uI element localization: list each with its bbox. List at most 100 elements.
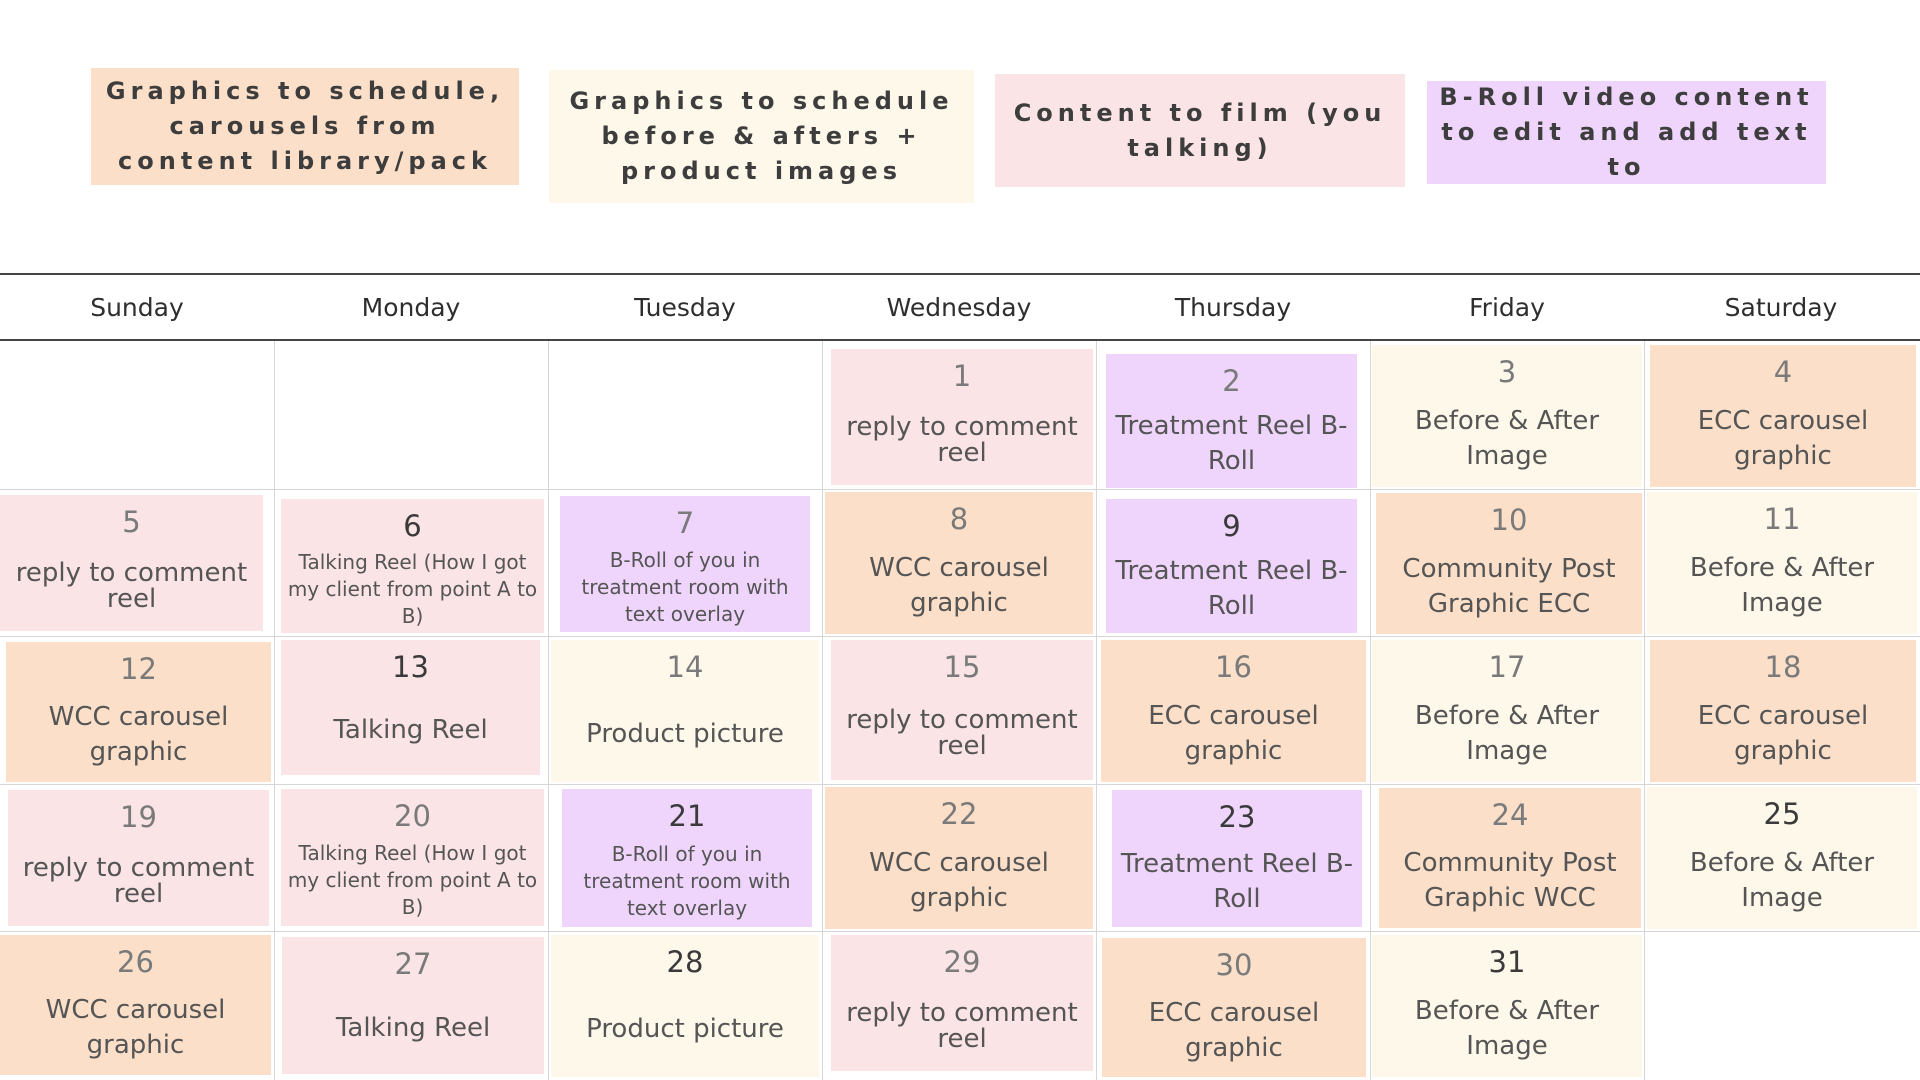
calendar-day-30[interactable]: 30 ECC carousel graphic: [1102, 938, 1366, 1077]
day-task-label: Before & After Image: [1689, 848, 1875, 913]
calendar-day-25[interactable]: 25 Before & After Image: [1647, 787, 1917, 929]
day-number: 1: [952, 359, 972, 393]
day-number: 20: [394, 799, 431, 833]
calendar-day-2[interactable]: 2 Treatment Reel B-Roll: [1106, 354, 1357, 488]
calendar-day-6[interactable]: 6 Talking Reel (How I got my client from…: [281, 499, 544, 633]
day-number: 7: [675, 506, 695, 540]
day-task-label: B-Roll of you in treatment room with tex…: [583, 841, 791, 920]
day-task-label: ECC carousel graphic: [1148, 701, 1319, 766]
legend-label: Content to film (you talking): [1013, 98, 1387, 162]
calendar-day-20[interactable]: 20 Talking Reel (How I got my client fro…: [281, 789, 544, 926]
day-number: 13: [392, 650, 429, 684]
day-task-label: B-Roll of you in treatment room with tex…: [581, 547, 789, 626]
day-header-tuesday: Tuesday: [634, 292, 736, 322]
calendar-day-5[interactable]: 5 reply to comment reel: [0, 495, 263, 631]
day-task-label: reply to comment reel: [846, 998, 1078, 1054]
legend-label: Graphics to schedule before & afters + p…: [569, 87, 954, 185]
day-number: 8: [949, 502, 969, 536]
day-number: 26: [117, 945, 154, 979]
day-number: 4: [1773, 355, 1793, 389]
calendar-day-7[interactable]: 7 B-Roll of you in treatment room with t…: [560, 496, 810, 632]
grid-row-divider: [0, 489, 1920, 490]
day-number: 10: [1490, 503, 1528, 537]
calendar-day-28[interactable]: 28 Product picture: [551, 935, 819, 1077]
day-task-label: Before & After Image: [1689, 553, 1875, 618]
day-header-monday: Monday: [361, 292, 461, 322]
calendar-day-16[interactable]: 16 ECC carousel graphic: [1101, 640, 1366, 782]
day-number: 27: [394, 947, 432, 981]
grid-column-divider: [1096, 341, 1097, 1080]
day-number: 21: [668, 799, 706, 833]
day-task-label: Talking Reel (How I got my client from p…: [287, 841, 538, 919]
day-number: 30: [1215, 948, 1253, 982]
calendar-day-13[interactable]: 13 Talking Reel: [281, 640, 540, 775]
day-number: 11: [1763, 502, 1801, 536]
day-number: 12: [120, 652, 157, 686]
grid-row-divider: [0, 784, 1920, 785]
calendar-day-4[interactable]: 4 ECC carousel graphic: [1650, 345, 1916, 487]
day-task-label: Before & After Image: [1414, 996, 1600, 1061]
calendar-day-1[interactable]: 1 reply to comment reel: [831, 349, 1093, 485]
day-task-label: Talking Reel (How I got my client from p…: [287, 549, 538, 628]
calendar-day-3[interactable]: 3 Before & After Image: [1372, 345, 1642, 487]
header-top-divider: [0, 273, 1920, 275]
calendar-day-19[interactable]: 19 reply to comment reel: [8, 790, 269, 926]
grid-column-divider: [274, 341, 275, 1080]
calendar-day-31[interactable]: 31 Before & After Image: [1372, 935, 1642, 1077]
day-number: 3: [1497, 355, 1517, 389]
calendar-day-24[interactable]: 24 Community Post Graphic WCC: [1379, 788, 1641, 928]
day-header-friday: Friday: [1469, 292, 1545, 322]
day-task-label: Treatment Reel B-Roll: [1120, 848, 1354, 914]
header-bottom-divider: [0, 339, 1920, 341]
day-task-label: Community Post Graphic ECC: [1402, 553, 1616, 619]
day-task-label: WCC carousel graphic: [869, 848, 1049, 913]
calendar-day-15[interactable]: 15 reply to comment reel: [831, 640, 1093, 780]
day-number: 15: [943, 650, 981, 684]
day-task-label: Product picture: [586, 1013, 784, 1044]
legend-box-content-to-film: Content to film (you talking): [995, 74, 1405, 187]
day-number: 6: [403, 509, 422, 543]
day-number: 18: [1764, 650, 1802, 684]
day-number: 14: [666, 650, 704, 684]
day-task-label: reply to comment reel: [846, 705, 1078, 761]
day-task-label: Treatment Reel B-Roll: [1115, 411, 1348, 476]
day-number: 29: [943, 945, 981, 979]
day-task-label: WCC carousel graphic: [45, 995, 226, 1060]
calendar-day-11[interactable]: 11 Before & After Image: [1647, 492, 1917, 634]
day-header-sunday: Sunday: [90, 292, 184, 322]
legend-box-before-after-graphics: Graphics to schedule before & afters + p…: [549, 70, 974, 203]
calendar-day-9[interactable]: 9 Treatment Reel B-Roll: [1106, 499, 1357, 633]
day-number: 25: [1763, 797, 1801, 831]
day-task-label: reply to comment reel: [22, 853, 255, 909]
day-number: 31: [1488, 945, 1526, 979]
calendar-day-8[interactable]: 8 WCC carousel graphic: [825, 492, 1093, 634]
calendar-day-22[interactable]: 22 WCC carousel graphic: [825, 787, 1093, 929]
day-task-label: WCC carousel graphic: [869, 553, 1049, 618]
calendar-day-29[interactable]: 29 reply to comment reel: [831, 935, 1093, 1071]
calendar-day-12[interactable]: 12 WCC carousel graphic: [6, 642, 271, 782]
day-number: 5: [122, 505, 141, 539]
calendar-day-10[interactable]: 10 Community Post Graphic ECC: [1376, 493, 1642, 634]
calendar-day-21[interactable]: 21 B-Roll of you in treatment room with …: [562, 789, 812, 927]
day-task-label: Community Post Graphic WCC: [1403, 848, 1617, 913]
grid-row-divider: [0, 636, 1920, 637]
calendar-day-14[interactable]: 14 Product picture: [551, 640, 819, 782]
day-task-label: Before & After Image: [1414, 701, 1600, 766]
day-header-thursday: Thursday: [1174, 292, 1292, 322]
day-header-saturday: Saturday: [1724, 292, 1838, 322]
day-number: 22: [940, 797, 978, 831]
calendar-day-23[interactable]: 23 Treatment Reel B-Roll: [1112, 790, 1362, 927]
day-task-label: Product picture: [586, 718, 784, 749]
day-task-label: ECC carousel graphic: [1697, 701, 1869, 766]
calendar-day-26[interactable]: 26 WCC carousel graphic: [0, 935, 271, 1075]
calendar-day-27[interactable]: 27 Talking Reel: [282, 937, 544, 1074]
day-task-label: Before & After Image: [1414, 406, 1600, 471]
day-task-label: Talking Reel: [333, 715, 488, 745]
calendar-day-18[interactable]: 18 ECC carousel graphic: [1650, 640, 1916, 782]
calendar-day-17[interactable]: 17 Before & After Image: [1372, 640, 1642, 782]
day-task-label: reply to comment reel: [846, 412, 1078, 468]
day-task-label: WCC carousel graphic: [48, 702, 229, 767]
day-number: 28: [666, 945, 704, 979]
day-task-label: ECC carousel graphic: [1697, 406, 1869, 471]
day-number: 16: [1215, 650, 1252, 684]
